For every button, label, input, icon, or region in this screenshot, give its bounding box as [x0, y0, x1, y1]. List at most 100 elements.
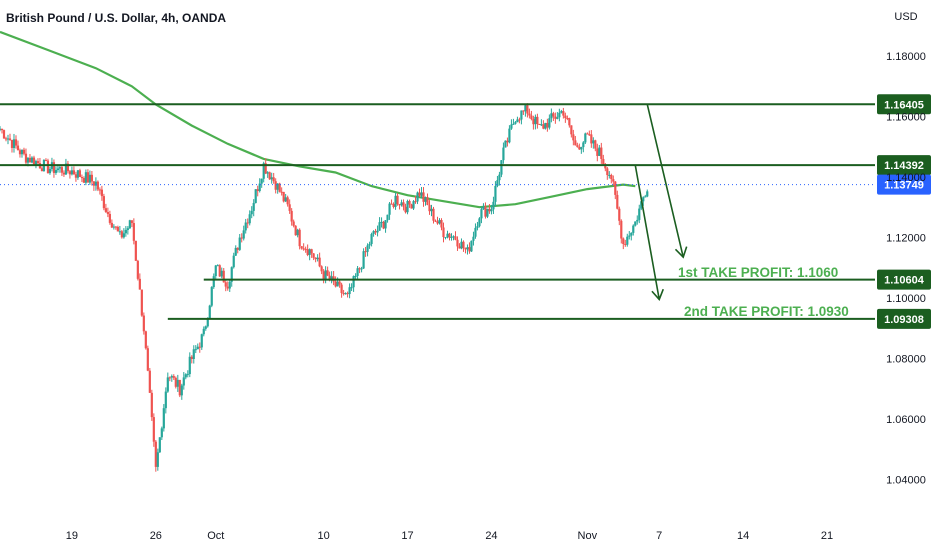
candle-body [430, 208, 433, 212]
candle-body [360, 268, 363, 270]
time-tick-label: 10 [318, 530, 330, 542]
current-price-label: 1.13749 [884, 180, 924, 192]
candle-body [208, 305, 211, 319]
candle-body [450, 236, 453, 238]
current-price-badge [877, 174, 931, 195]
candle-body [134, 240, 137, 261]
candle-body [342, 293, 345, 295]
candle-body [556, 117, 559, 119]
candle-body [496, 180, 499, 186]
candle-body [308, 249, 311, 255]
candle-body [194, 349, 197, 351]
candle-body [400, 202, 403, 206]
candle-body [30, 157, 34, 163]
candle-body [540, 124, 543, 126]
candle-body [636, 219, 639, 222]
candle-body [32, 157, 36, 166]
candle-body [118, 231, 121, 233]
candle-body [354, 275, 357, 277]
candle-body [622, 238, 625, 245]
candle-body [180, 385, 183, 396]
candle-body [114, 226, 117, 228]
candle-body [202, 328, 205, 335]
candle-body [510, 124, 513, 129]
candle-body [618, 208, 621, 221]
candle-body [576, 145, 579, 147]
candle-body [216, 265, 219, 267]
candle-body [408, 200, 411, 205]
candle-body [186, 374, 189, 376]
candle-body [98, 189, 101, 191]
candle-body [244, 222, 247, 231]
candle-body [94, 181, 97, 186]
time-tick-label: 7 [656, 530, 662, 542]
candle-body [352, 276, 355, 288]
candle-body [336, 281, 339, 287]
annotations-layer: 1st TAKE PROFIT: 1.1060 2nd TAKE PROFIT: … [678, 265, 849, 319]
candle-body [490, 209, 493, 212]
time-tick-label: Oct [207, 530, 224, 542]
candle-body [284, 197, 287, 202]
candle-body [58, 167, 62, 169]
candle-body [440, 220, 443, 228]
candle-body [452, 236, 455, 238]
candle-body [178, 379, 181, 396]
candle-body [124, 229, 127, 234]
candle-body [634, 221, 637, 226]
candle-body [92, 181, 95, 186]
candle-body [350, 287, 353, 289]
candle-body [252, 202, 255, 211]
candle-body [406, 200, 409, 213]
level-price-label: 1.14392 [884, 160, 924, 172]
candle-body [478, 218, 481, 227]
candle-body [396, 195, 399, 205]
candle-body [0, 128, 4, 131]
candle-body [564, 115, 567, 119]
candle-body [536, 116, 539, 124]
candle-body [200, 334, 203, 348]
projection-arrow [634, 165, 661, 300]
candle-body [256, 189, 259, 192]
candle-body [582, 142, 585, 148]
candle-body [616, 194, 619, 209]
candle-body [274, 181, 277, 190]
candle-body [594, 140, 597, 149]
take-profit-label: 1st TAKE PROFIT: 1.1060 [678, 265, 838, 280]
candle-body [390, 203, 393, 205]
candle-body [436, 221, 439, 224]
candle-body [196, 346, 199, 350]
candle-body [518, 119, 521, 121]
candle-body [18, 150, 22, 155]
candle-body [14, 139, 18, 146]
candle-body [300, 246, 303, 249]
price-tick-label: 1.12000 [886, 232, 926, 244]
candle-body [606, 168, 609, 176]
candle-body [78, 170, 82, 178]
candle-body [534, 116, 537, 125]
candle-body [4, 138, 8, 140]
candle-body [392, 204, 395, 207]
candle-body [484, 206, 487, 217]
candle-body [600, 147, 603, 159]
candle-body [584, 133, 587, 143]
candle-body [524, 105, 527, 112]
candle-body [310, 249, 313, 254]
candle-body [128, 220, 131, 229]
candle-body [444, 237, 447, 239]
candle-body [512, 123, 515, 125]
candle-body [384, 220, 387, 229]
candle-body [456, 239, 459, 247]
candle-body [602, 158, 605, 165]
candle-body [158, 437, 161, 453]
candle-body [2, 130, 6, 139]
candle-body [432, 208, 435, 221]
time-tick-label: 14 [737, 530, 749, 542]
chart-title: British Pound / U.S. Dollar, 4h, OANDA [6, 11, 226, 25]
candle-body [36, 161, 40, 164]
candle-body [318, 257, 321, 267]
candle-body [22, 149, 26, 154]
candle-body [562, 111, 565, 116]
candle-body [62, 172, 66, 175]
